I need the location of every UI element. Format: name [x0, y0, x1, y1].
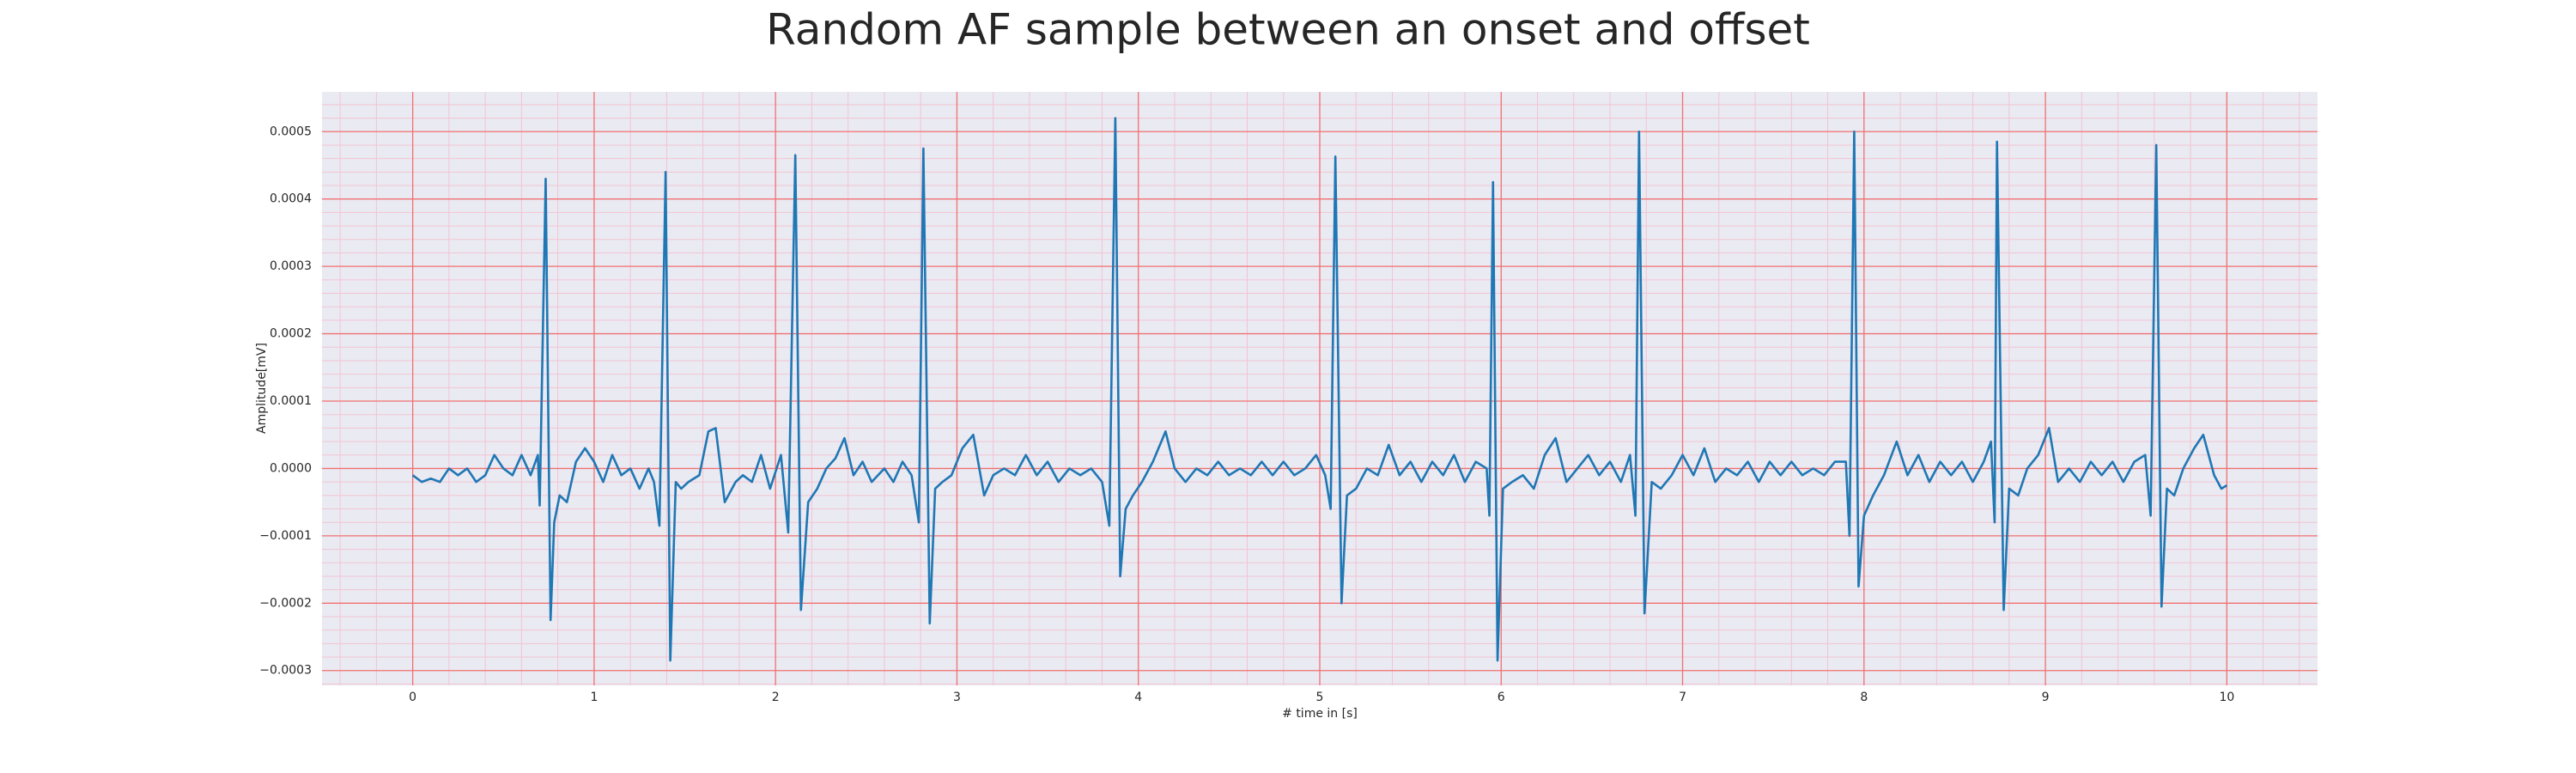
x-tick-label: 5: [1316, 691, 1324, 704]
signal-line: [411, 117, 2228, 662]
chart-title: Random AF sample between an onset and of…: [766, 5, 1810, 55]
x-tick-label: 2: [772, 691, 780, 704]
x-tick-label: 3: [953, 691, 961, 704]
y-tick-label: −0.0003: [259, 664, 312, 678]
x-tick-label: 0: [409, 691, 416, 704]
x-tick-label: 6: [1498, 691, 1505, 704]
y-tick-label: 0.0002: [270, 327, 312, 341]
x-tick-label: 9: [2042, 691, 2050, 704]
y-axis-label: Amplitude[mV]: [255, 343, 269, 434]
x-tick-label: 4: [1134, 691, 1142, 704]
x-tick-label: 8: [1860, 691, 1868, 704]
y-tick-label: 0.0005: [270, 125, 312, 138]
x-tick-label: 10: [2219, 691, 2234, 704]
y-tick-label: 0.0000: [270, 461, 312, 475]
x-axis-label: # time in [s]: [1282, 707, 1358, 721]
y-tick-label: 0.0003: [270, 259, 312, 273]
y-tick-label: −0.0002: [259, 596, 312, 610]
x-tick-label: 1: [590, 691, 598, 704]
y-tick-label: 0.0001: [270, 394, 312, 408]
y-tick-label: 0.0004: [270, 192, 312, 206]
y-tick-label: −0.0001: [259, 529, 312, 543]
x-tick-label: 7: [1679, 691, 1686, 704]
